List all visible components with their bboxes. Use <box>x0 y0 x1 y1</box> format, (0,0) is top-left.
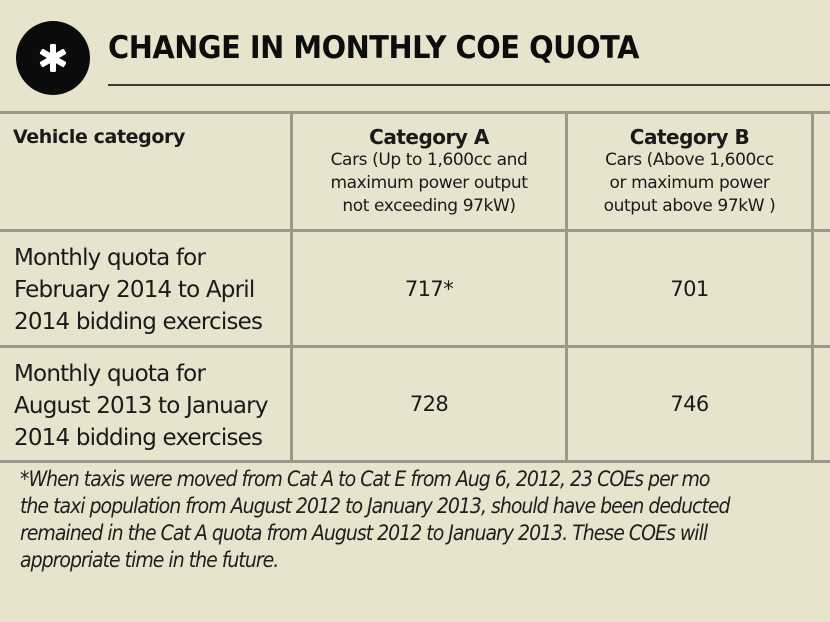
page-title: CHANGE IN MONTHLY COE QUOTA <box>108 30 639 66</box>
category-b-description: Cars (Above 1,600cc or maximum power out… <box>603 150 776 216</box>
coe-quota-table: Vehicle category Category A Cars (Up to … <box>0 111 830 463</box>
category-a-description: Cars (Up to 1,600cc and maximum power ou… <box>330 150 528 216</box>
cat-a-value: 717* <box>293 232 568 345</box>
truncated-cell <box>814 348 830 460</box>
footnote: *When taxis were moved from Cat A to Cat… <box>20 467 731 572</box>
header-category-b: Category B Cars (Above 1,600cc or maximu… <box>568 114 814 229</box>
header-category-a: Category A Cars (Up to 1,600cc and maxim… <box>293 114 568 229</box>
cat-a-value: 728 <box>293 348 568 460</box>
row-label: Monthly quota for February 2014 to April… <box>0 232 293 345</box>
title-divider <box>108 84 830 86</box>
asterisk-badge-icon <box>16 21 90 95</box>
asterisk-icon <box>39 44 67 72</box>
row-label: Monthly quota for August 2013 to January… <box>0 348 293 460</box>
category-a-title: Category A <box>369 125 489 149</box>
category-b-title: Category B <box>629 125 750 149</box>
table-row: Monthly quota for February 2014 to April… <box>0 232 830 348</box>
table-header-row: Vehicle category Category A Cars (Up to … <box>0 114 830 232</box>
header-truncated-column <box>814 114 830 229</box>
truncated-cell <box>814 232 830 345</box>
header-vehicle-category: Vehicle category <box>0 114 293 229</box>
cat-b-value: 701 <box>568 232 814 345</box>
cat-b-value: 746 <box>568 348 814 460</box>
table-row: Monthly quota for August 2013 to January… <box>0 348 830 463</box>
